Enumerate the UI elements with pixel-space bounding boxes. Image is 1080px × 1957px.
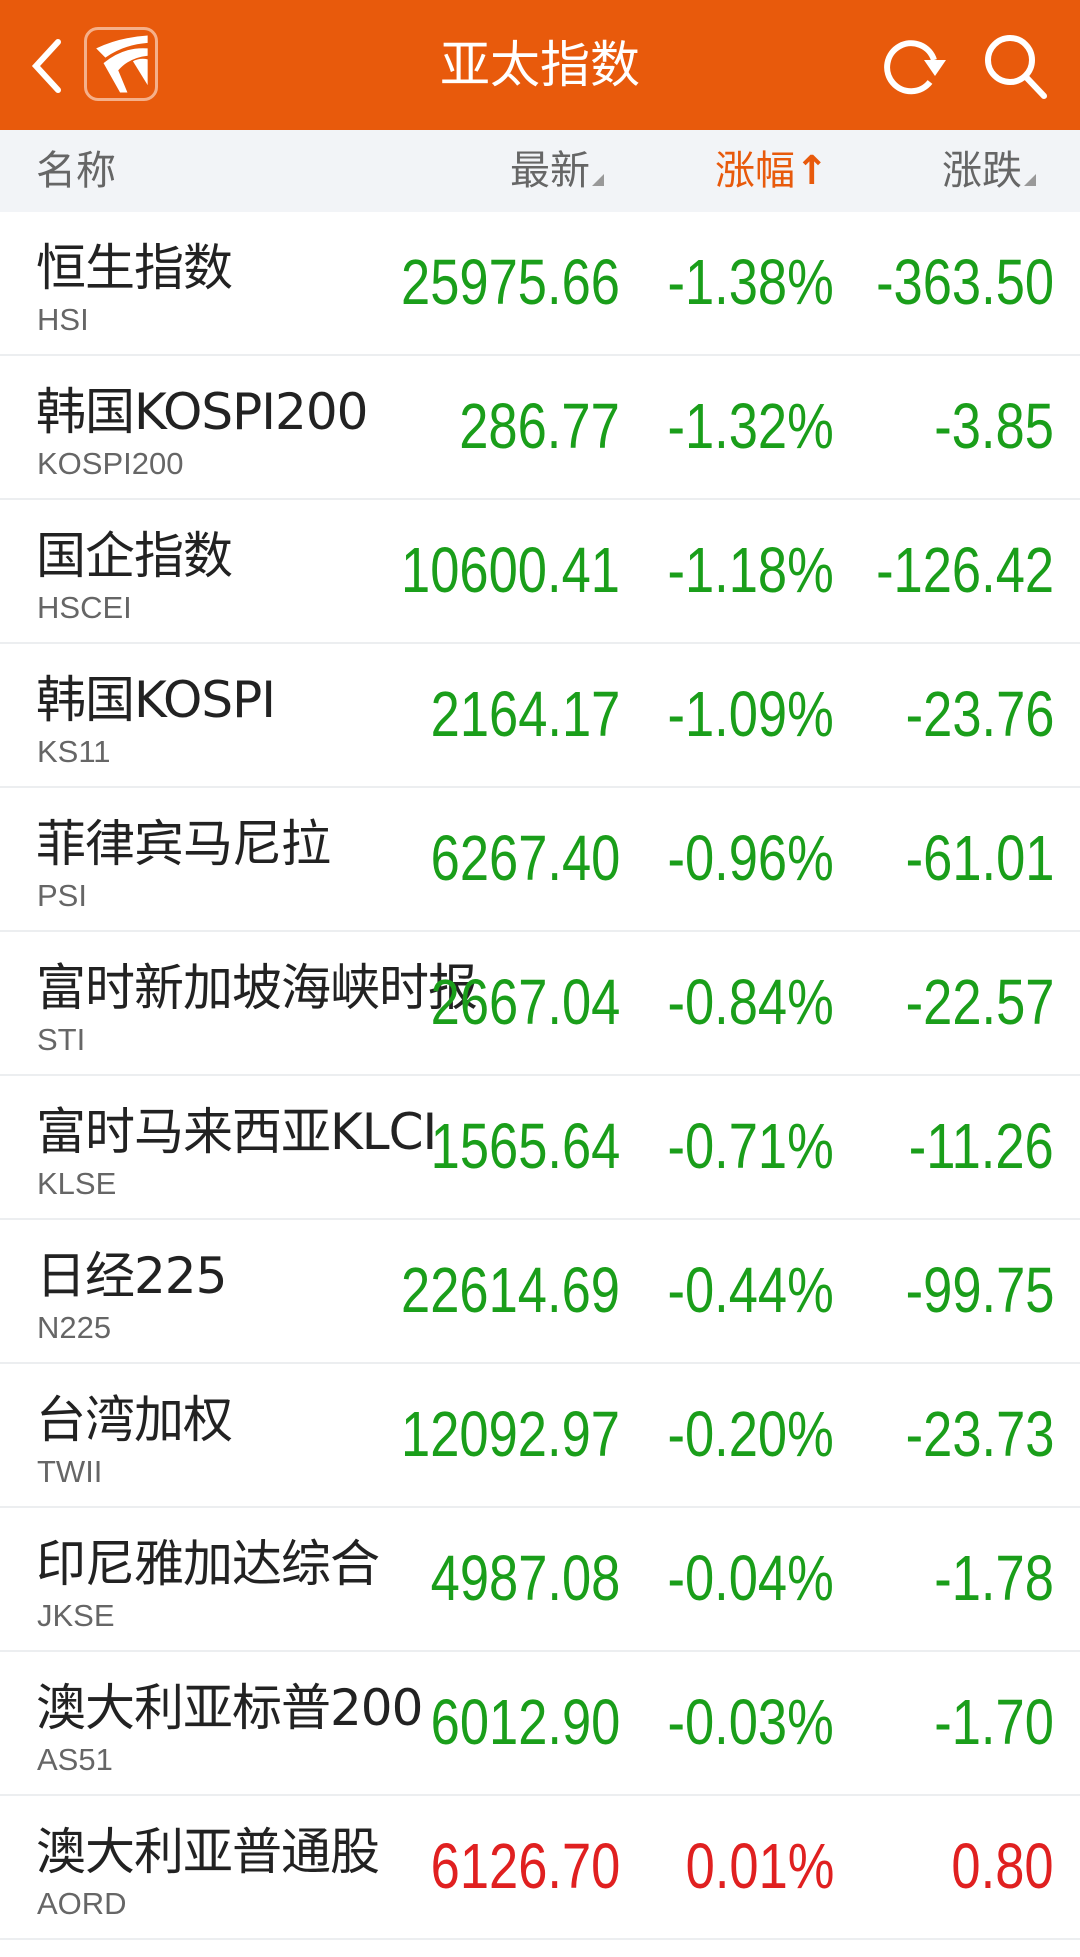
pct-change: -1.18% — [667, 534, 834, 606]
sort-triangle-icon — [1024, 174, 1036, 186]
table-row[interactable]: 国企指数 HSCEI 10600.41 -1.18% -126.42 — [0, 500, 1080, 644]
change-value: -23.73 — [905, 1398, 1054, 1470]
index-name: 澳大利亚普通股 — [36, 1823, 380, 1881]
latest-value: 6126.70 — [430, 1830, 620, 1902]
table-row[interactable]: 台湾加权 TWII 12092.97 -0.20% -23.73 — [0, 1364, 1080, 1508]
pct-change: -0.71% — [667, 1110, 834, 1182]
latest-value: 22614.69 — [401, 1254, 620, 1326]
table-row[interactable]: 富时马来西亚KLCI KLSE 1565.64 -0.71% -11.26 — [0, 1076, 1080, 1220]
latest-value: 12092.97 — [401, 1398, 620, 1470]
change-value: -363.50 — [876, 246, 1054, 318]
sort-triangle-icon — [592, 174, 604, 186]
change-value: -11.26 — [909, 1110, 1054, 1182]
column-pct-label: 涨幅 — [715, 148, 795, 194]
latest-value: 2667.04 — [430, 966, 620, 1038]
table-row[interactable]: 韩国KOSPI200 KOSPI200 286.77 -1.32% -3.85 — [0, 356, 1080, 500]
column-header: 名称 最新 涨幅↑ 涨跌 — [0, 130, 1080, 212]
index-name: 日经225 — [36, 1247, 227, 1305]
column-latest-label: 最新 — [510, 148, 590, 194]
index-code: KLSE — [37, 1166, 117, 1201]
index-name: 韩国KOSPI — [36, 671, 276, 729]
table-row[interactable]: 恒生指数 HSI 25975.66 -1.38% -363.50 — [0, 212, 1080, 356]
table-row[interactable]: 韩国KOSPI KS11 2164.17 -1.09% -23.76 — [0, 644, 1080, 788]
index-code: KS11 — [37, 734, 111, 769]
index-code: STI — [37, 1022, 86, 1057]
latest-value: 2164.17 — [430, 678, 620, 750]
column-latest[interactable]: 最新 — [510, 130, 604, 212]
index-code: HSCEI — [37, 590, 132, 625]
pct-change: -0.04% — [667, 1542, 834, 1614]
change-value: -23.76 — [905, 678, 1054, 750]
index-name: 恒生指数 — [36, 239, 233, 297]
index-name: 菲律宾马尼拉 — [36, 815, 331, 873]
index-name: 富时新加坡海峡时报 — [36, 959, 478, 1017]
latest-value: 6267.40 — [430, 822, 620, 894]
pct-change: -0.96% — [667, 822, 834, 894]
index-code: AS51 — [37, 1742, 113, 1777]
pct-change: -1.38% — [667, 246, 834, 318]
pct-change: -0.84% — [667, 966, 834, 1038]
latest-value: 4987.08 — [430, 1542, 620, 1614]
pct-change: -0.03% — [667, 1686, 834, 1758]
column-pct[interactable]: 涨幅↑ — [715, 130, 829, 212]
latest-value: 286.77 — [459, 390, 620, 462]
sort-up-arrow-icon: ↑ — [795, 148, 829, 194]
pct-change: 0.01% — [685, 1830, 834, 1902]
index-name: 台湾加权 — [36, 1391, 233, 1449]
latest-value: 1565.64 — [430, 1110, 620, 1182]
column-change-label: 涨跌 — [942, 148, 1022, 194]
change-value: -99.75 — [905, 1254, 1054, 1326]
index-name: 韩国KOSPI200 — [36, 383, 368, 441]
pct-change: -1.32% — [667, 390, 834, 462]
table-row[interactable]: 澳大利亚普通股 AORD 6126.70 0.01% 0.80 — [0, 1796, 1080, 1940]
change-value: -3.85 — [934, 390, 1054, 462]
index-code: AORD — [37, 1886, 127, 1921]
table-row[interactable]: 澳大利亚标普200 AS51 6012.90 -0.03% -1.70 — [0, 1652, 1080, 1796]
table-row[interactable]: 印尼雅加达综合 JKSE 4987.08 -0.04% -1.78 — [0, 1508, 1080, 1652]
change-value: -1.70 — [934, 1686, 1054, 1758]
pct-change: -0.20% — [667, 1398, 834, 1470]
latest-value: 6012.90 — [430, 1686, 620, 1758]
index-code: KOSPI200 — [37, 446, 184, 481]
change-value: -1.78 — [934, 1542, 1054, 1614]
change-value: -126.42 — [876, 534, 1054, 606]
index-name: 国企指数 — [36, 527, 233, 585]
table-row[interactable]: 菲律宾马尼拉 PSI 6267.40 -0.96% -61.01 — [0, 788, 1080, 932]
table-row[interactable]: 日经225 N225 22614.69 -0.44% -99.75 — [0, 1220, 1080, 1364]
pct-change: -0.44% — [667, 1254, 834, 1326]
index-code: PSI — [37, 878, 87, 913]
latest-value: 25975.66 — [401, 246, 620, 318]
page-title: 亚太指数 — [440, 36, 640, 94]
change-value: -61.01 — [905, 822, 1054, 894]
search-icon[interactable] — [980, 30, 1050, 102]
change-value: -22.57 — [905, 966, 1054, 1038]
index-code: JKSE — [37, 1598, 115, 1633]
index-name: 澳大利亚标普200 — [36, 1679, 423, 1737]
index-code: TWII — [37, 1454, 103, 1489]
latest-value: 10600.41 — [401, 534, 620, 606]
index-name: 印尼雅加达综合 — [36, 1535, 380, 1593]
index-code: HSI — [37, 302, 89, 337]
pct-change: -1.09% — [667, 678, 834, 750]
table-row[interactable]: 富时新加坡海峡时报 STI 2667.04 -0.84% -22.57 — [0, 932, 1080, 1076]
change-value: 0.80 — [951, 1830, 1054, 1902]
column-change[interactable]: 涨跌 — [942, 130, 1036, 212]
refresh-icon[interactable] — [876, 30, 948, 102]
index-name: 富时马来西亚KLCI — [36, 1103, 437, 1161]
index-code: N225 — [37, 1310, 112, 1345]
top-bar: 亚太指数 — [0, 0, 1080, 130]
column-name: 名称 — [36, 148, 116, 194]
app-logo-icon — [84, 27, 158, 101]
chevron-left-icon[interactable] — [28, 36, 68, 96]
